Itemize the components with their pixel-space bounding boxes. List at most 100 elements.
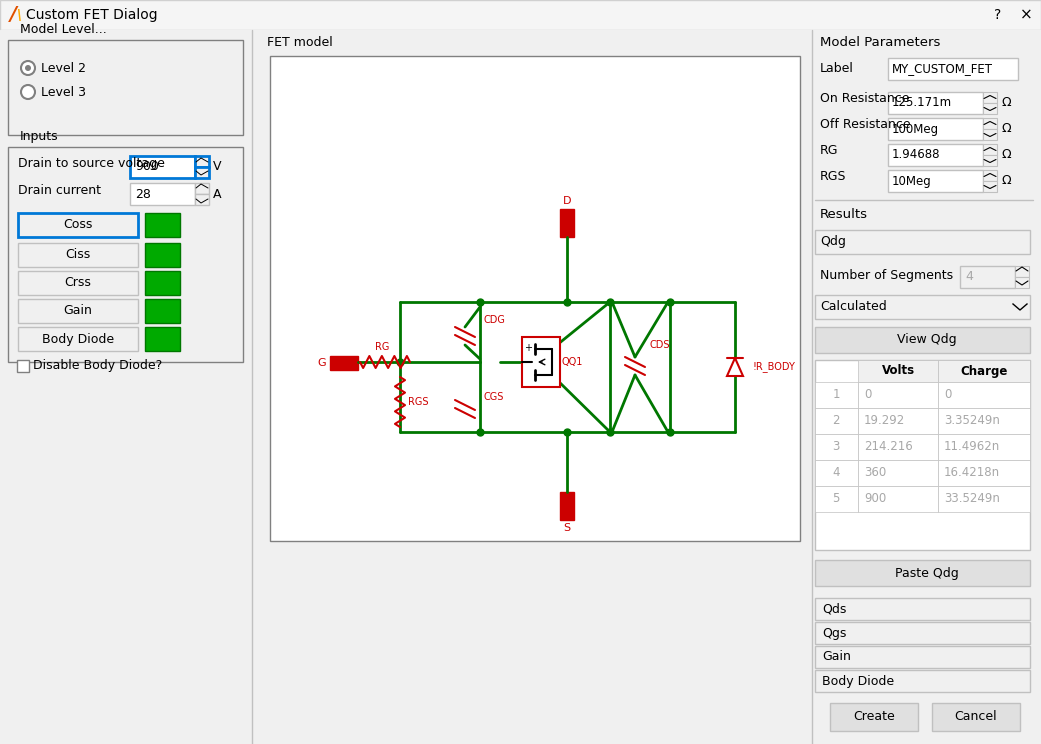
Text: 33.5249n: 33.5249n xyxy=(944,493,999,505)
Text: 1.94688: 1.94688 xyxy=(892,149,940,161)
Bar xyxy=(888,118,983,140)
Bar xyxy=(983,129,997,140)
Text: Body Diode: Body Diode xyxy=(42,333,115,345)
Bar xyxy=(960,266,1015,288)
Bar xyxy=(560,209,574,237)
Text: QQ1: QQ1 xyxy=(562,357,583,367)
Bar xyxy=(858,434,938,460)
Bar xyxy=(18,213,138,237)
Bar xyxy=(830,703,918,731)
Bar xyxy=(938,360,1030,382)
Text: 900: 900 xyxy=(864,493,886,505)
Bar xyxy=(8,40,243,135)
Text: 360: 360 xyxy=(864,466,886,479)
Bar xyxy=(858,486,938,512)
Text: /: / xyxy=(10,5,17,25)
Text: 900: 900 xyxy=(135,161,159,173)
Circle shape xyxy=(21,61,35,75)
Bar xyxy=(888,92,983,114)
Bar xyxy=(1015,277,1029,288)
Text: Model Parameters: Model Parameters xyxy=(820,36,940,48)
Bar xyxy=(932,703,1020,731)
Text: 28: 28 xyxy=(135,187,151,200)
Text: Body Diode: Body Diode xyxy=(822,675,894,687)
Bar xyxy=(145,213,180,237)
Text: !R_BODY: !R_BODY xyxy=(753,362,796,373)
Bar xyxy=(983,181,997,192)
Bar xyxy=(18,243,138,267)
Circle shape xyxy=(25,65,31,71)
Bar xyxy=(8,147,243,362)
Text: RGS: RGS xyxy=(408,397,429,407)
Text: CDS: CDS xyxy=(650,340,670,350)
Text: Create: Create xyxy=(854,711,895,723)
Text: Number of Segments: Number of Segments xyxy=(820,269,954,281)
Bar xyxy=(858,460,938,486)
Bar xyxy=(815,295,1030,319)
Text: A: A xyxy=(213,187,222,200)
Text: Crss: Crss xyxy=(65,277,92,289)
Bar xyxy=(145,327,180,351)
Bar xyxy=(815,382,858,408)
Text: Level 3: Level 3 xyxy=(41,86,86,98)
Text: Gain: Gain xyxy=(64,304,93,318)
Bar xyxy=(938,460,1030,486)
Bar xyxy=(815,598,1030,620)
Text: V: V xyxy=(213,161,222,173)
Bar xyxy=(815,646,1030,668)
Text: Gain: Gain xyxy=(822,650,850,664)
Text: 2: 2 xyxy=(832,414,840,428)
Text: 0: 0 xyxy=(944,388,951,402)
Bar xyxy=(938,408,1030,434)
Bar xyxy=(815,486,858,512)
Text: Charge: Charge xyxy=(960,365,1008,377)
Text: 125.171m: 125.171m xyxy=(892,97,953,109)
Text: RG: RG xyxy=(375,342,389,352)
Bar xyxy=(145,243,180,267)
Bar xyxy=(983,92,997,103)
Text: MY_CUSTOM_FET: MY_CUSTOM_FET xyxy=(892,62,993,75)
Text: 10Meg: 10Meg xyxy=(892,175,932,187)
Text: Volts: Volts xyxy=(882,365,915,377)
Bar xyxy=(145,271,180,295)
Text: Paste Qdg: Paste Qdg xyxy=(895,566,959,580)
Text: Coss: Coss xyxy=(64,219,93,231)
Bar xyxy=(815,622,1030,644)
Bar xyxy=(888,170,983,192)
Text: Custom FET Dialog: Custom FET Dialog xyxy=(26,8,157,22)
Text: Drain current: Drain current xyxy=(18,185,101,197)
Text: Model Level...: Model Level... xyxy=(20,23,107,36)
Text: Label: Label xyxy=(820,62,854,74)
Text: +: + xyxy=(524,343,532,353)
Text: S: S xyxy=(563,523,570,533)
Text: D: D xyxy=(563,196,572,206)
Bar xyxy=(815,460,858,486)
Bar xyxy=(195,194,209,205)
Bar xyxy=(18,271,138,295)
Bar xyxy=(145,299,180,323)
Text: View Qdg: View Qdg xyxy=(897,333,957,347)
Text: RG: RG xyxy=(820,144,838,156)
Text: Calculated: Calculated xyxy=(820,301,887,313)
Text: Ω: Ω xyxy=(1001,149,1011,161)
Text: 4: 4 xyxy=(832,466,840,479)
Text: On Resistance: On Resistance xyxy=(820,92,910,104)
Text: RGS: RGS xyxy=(820,170,846,182)
Text: 214.216: 214.216 xyxy=(864,440,913,454)
Bar xyxy=(815,230,1030,254)
Text: 3: 3 xyxy=(833,440,840,454)
Bar xyxy=(858,408,938,434)
Text: Qds: Qds xyxy=(822,603,846,615)
Bar xyxy=(888,144,983,166)
Text: Ciss: Ciss xyxy=(66,248,91,261)
Bar xyxy=(858,360,938,382)
Text: Ω: Ω xyxy=(1001,97,1011,109)
Bar xyxy=(130,156,195,178)
Bar xyxy=(195,167,209,178)
Text: ×: × xyxy=(1019,7,1033,22)
Bar xyxy=(815,560,1030,586)
Bar xyxy=(983,103,997,114)
Circle shape xyxy=(21,85,35,99)
Bar xyxy=(560,492,574,520)
Bar xyxy=(983,170,997,181)
